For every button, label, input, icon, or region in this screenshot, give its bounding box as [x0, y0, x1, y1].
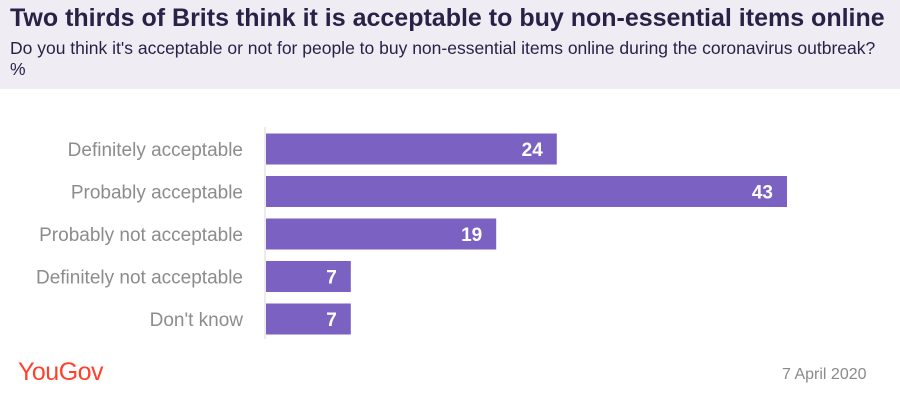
category-label: Definitely not acceptable — [36, 268, 243, 289]
category-label: Probably acceptable — [71, 183, 243, 204]
category-label: Don't know — [150, 310, 244, 331]
publication-date: 7 April 2020 — [782, 366, 867, 383]
bar-chart: Definitely acceptable 24 Probably acceptab… — [36, 127, 787, 339]
bar — [266, 133, 557, 165]
bar-value-label: 43 — [752, 183, 773, 204]
chart-header: Two thirds of Brits think it is acceptab… — [0, 0, 900, 89]
bar — [266, 303, 351, 335]
category-label: Probably not acceptable — [39, 225, 243, 246]
bar-value-label: 24 — [522, 140, 544, 161]
bar-value-label: 19 — [461, 225, 482, 246]
bar — [266, 261, 351, 292]
category-label: Definitely acceptable — [68, 140, 243, 161]
yougov-logo: YouGov — [18, 358, 104, 386]
chart-title: Two thirds of Brits think it is acceptab… — [10, 4, 885, 32]
chart-subtitle: Do you think it's acceptable or not for … — [10, 38, 876, 79]
bar-value-label: 7 — [326, 268, 337, 289]
bar — [266, 218, 497, 250]
bar-value-label: 7 — [326, 310, 337, 331]
bar — [266, 176, 787, 207]
